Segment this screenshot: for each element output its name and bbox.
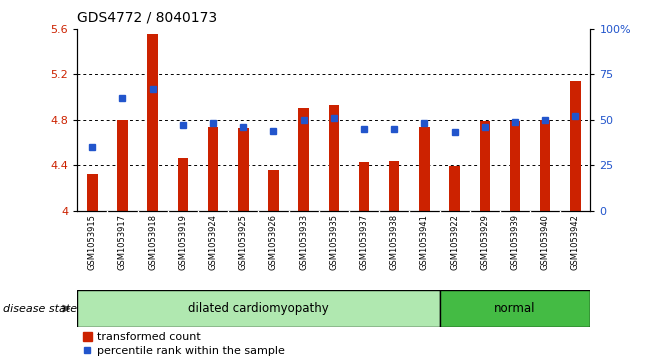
- Text: GSM1053940: GSM1053940: [541, 214, 550, 270]
- Text: GSM1053919: GSM1053919: [178, 214, 187, 270]
- Bar: [419, 127, 429, 211]
- Text: disease state: disease state: [3, 303, 77, 314]
- Text: GSM1053937: GSM1053937: [360, 214, 368, 270]
- Text: GSM1053941: GSM1053941: [420, 214, 429, 270]
- Bar: [359, 162, 369, 211]
- Text: GSM1053918: GSM1053918: [148, 214, 157, 270]
- Bar: [299, 109, 309, 211]
- Bar: [570, 81, 580, 211]
- Legend: transformed count, percentile rank within the sample: transformed count, percentile rank withi…: [83, 332, 285, 356]
- Bar: [87, 174, 97, 211]
- Bar: [450, 166, 460, 211]
- Text: GSM1053926: GSM1053926: [269, 214, 278, 270]
- Text: GSM1053924: GSM1053924: [209, 214, 217, 270]
- Text: GSM1053929: GSM1053929: [480, 214, 489, 270]
- Bar: [268, 170, 278, 211]
- Bar: [389, 160, 399, 211]
- Text: dilated cardiomyopathy: dilated cardiomyopathy: [188, 302, 329, 315]
- Bar: [238, 128, 248, 211]
- Bar: [510, 121, 520, 211]
- Text: GSM1053925: GSM1053925: [239, 214, 248, 270]
- Bar: [117, 120, 127, 211]
- Bar: [440, 290, 590, 327]
- Bar: [480, 121, 490, 211]
- Text: GSM1053933: GSM1053933: [299, 214, 308, 270]
- Text: GSM1053922: GSM1053922: [450, 214, 459, 270]
- Text: GSM1053917: GSM1053917: [118, 214, 127, 270]
- Text: GSM1053942: GSM1053942: [571, 214, 580, 270]
- Bar: [77, 290, 440, 327]
- Text: GDS4772 / 8040173: GDS4772 / 8040173: [77, 11, 217, 25]
- Text: GSM1053935: GSM1053935: [329, 214, 338, 270]
- Text: GSM1053939: GSM1053939: [511, 214, 519, 270]
- Text: normal: normal: [495, 302, 535, 315]
- Bar: [329, 105, 339, 211]
- Bar: [148, 33, 158, 211]
- Bar: [178, 158, 188, 211]
- Text: GSM1053915: GSM1053915: [88, 214, 97, 270]
- Bar: [208, 127, 218, 211]
- Bar: [540, 120, 550, 211]
- Text: GSM1053938: GSM1053938: [390, 214, 399, 270]
